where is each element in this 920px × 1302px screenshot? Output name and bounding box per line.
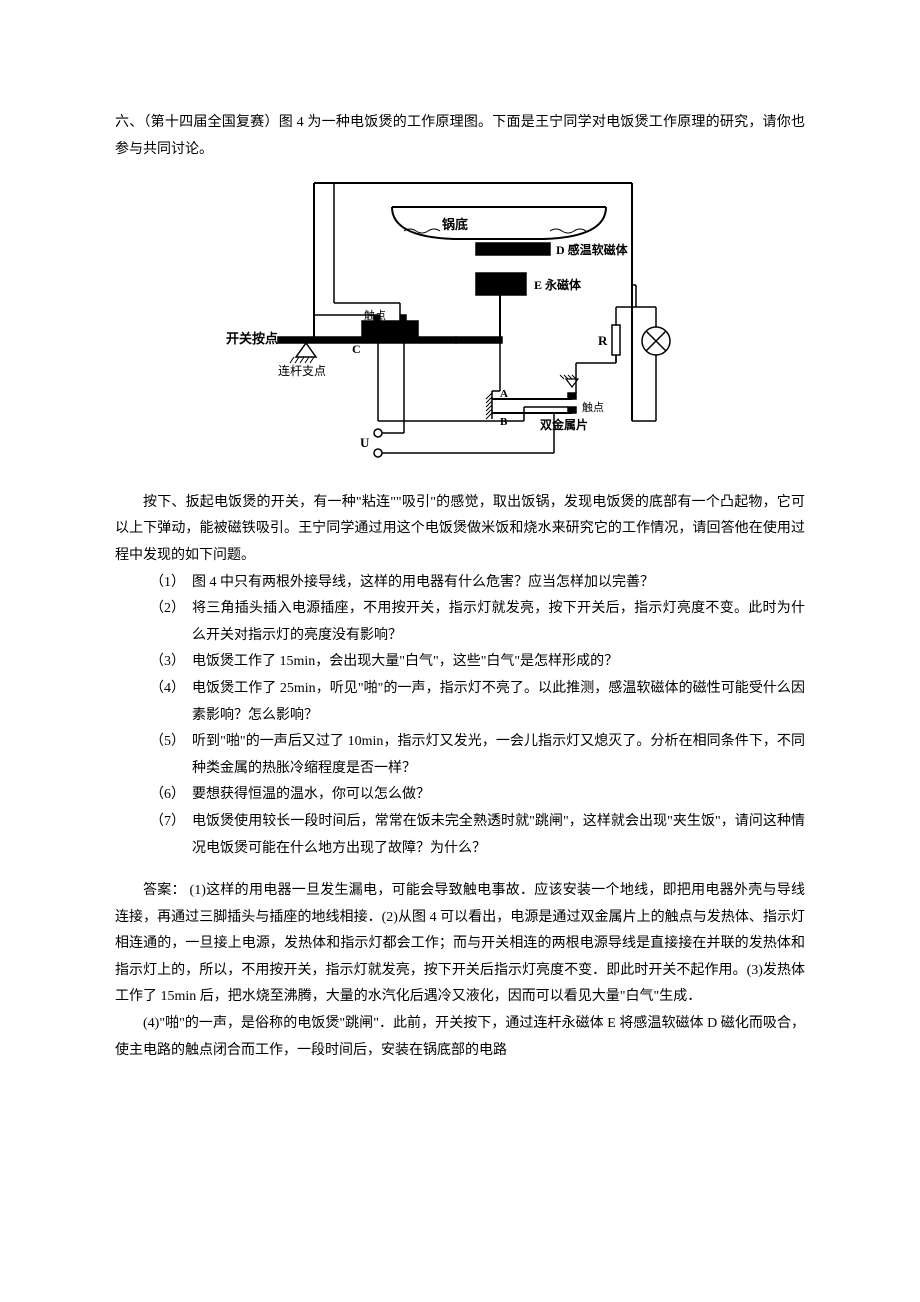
question-text: 电饭煲使用较长一段时间后，常常在饭未完全熟透时就"跳闸"，这样就会出现"夹生饭"…: [192, 809, 805, 862]
question-text: 电饭煲工作了 25min，听见"啪"的一声，指示灯不亮了。以此推测，感温软磁体的…: [192, 676, 805, 729]
svg-text:开关按点: 开关按点: [226, 331, 278, 346]
question-list: （1）图 4 中只有两根外接导线，这样的用电器有什么危害？应当怎样加以完善？（2…: [143, 570, 805, 863]
svg-text:锅底: 锅底: [442, 217, 468, 232]
question-item: （6）要想获得恒温的温水，你可以怎么做？: [143, 782, 805, 809]
question-text: 电饭煲工作了 15min，会出现大量"白气"，这些"白气"是怎样形成的？: [192, 649, 805, 676]
question-number: （3）: [143, 649, 192, 676]
svg-text:E 永磁体: E 永磁体: [534, 277, 582, 292]
question-number: （7）: [143, 809, 192, 836]
svg-text:B: B: [500, 416, 508, 428]
svg-text:C: C: [352, 342, 361, 356]
svg-text:U: U: [360, 435, 370, 450]
question-number: （5）: [143, 729, 192, 756]
svg-text:A: A: [500, 388, 508, 400]
question-number: （6）: [143, 782, 192, 809]
question-text: 要想获得恒温的温水，你可以怎么做？: [192, 782, 805, 809]
svg-text:触点: 触点: [582, 400, 604, 414]
question-number: （2）: [143, 596, 192, 623]
body-paragraph: 按下、扳起电饭煲的开关，有一种"粘连""吸引"的感觉，取出饭锅，发现电饭煲的底部…: [115, 490, 805, 570]
question-item: （3）电饭煲工作了 15min，会出现大量"白气"，这些"白气"是怎样形成的？: [143, 649, 805, 676]
circuit-diagram: 锅底D 感温软磁体E 永磁体开关按点触点C连杆支点UAB双金属片触点R: [115, 175, 805, 478]
svg-text:连杆支点: 连杆支点: [278, 363, 326, 378]
question-number: （4）: [143, 676, 192, 703]
problem-intro: 六、（第十四届全国复赛）图 4 为一种电饭煲的工作原理图。下面是王宁同学对电饭煲…: [115, 110, 805, 163]
question-item: （2）将三角插头插入电源插座，不用按开关，指示灯就发亮，按下开关后，指示灯亮度不…: [143, 596, 805, 649]
question-text: 图 4 中只有两根外接导线，这样的用电器有什么危害？应当怎样加以完善？: [192, 570, 805, 597]
question-item: （4）电饭煲工作了 25min，听见"啪"的一声，指示灯不亮了。以此推测，感温软…: [143, 676, 805, 729]
answer-main: 答案： (1)这样的用电器一旦发生漏电，可能会导致触电事故．应该安装一个地线，即…: [115, 878, 805, 1011]
answer-sub: (4)"啪"的一声，是俗称的电饭煲"跳闸"．此前，开关按下，通过连杆永磁体 E …: [115, 1011, 805, 1064]
question-item: （5）听到"啪"的一声后又过了 10min，指示灯又发光，一会儿指示灯又熄灭了。…: [143, 729, 805, 782]
svg-text:D 感温软磁体: D 感温软磁体: [556, 242, 629, 257]
question-number: （1）: [143, 570, 192, 597]
question-text: 听到"啪"的一声后又过了 10min，指示灯又发光，一会儿指示灯又熄灭了。分析在…: [192, 729, 805, 782]
svg-text:双金属片: 双金属片: [540, 417, 588, 432]
question-text: 将三角插头插入电源插座，不用按开关，指示灯就发亮，按下开关后，指示灯亮度不变。此…: [192, 596, 805, 649]
question-item: （1）图 4 中只有两根外接导线，这样的用电器有什么危害？应当怎样加以完善？: [143, 570, 805, 597]
question-item: （7）电饭煲使用较长一段时间后，常常在饭未完全熟透时就"跳闸"，这样就会出现"夹…: [143, 809, 805, 862]
svg-text:R: R: [598, 333, 608, 348]
